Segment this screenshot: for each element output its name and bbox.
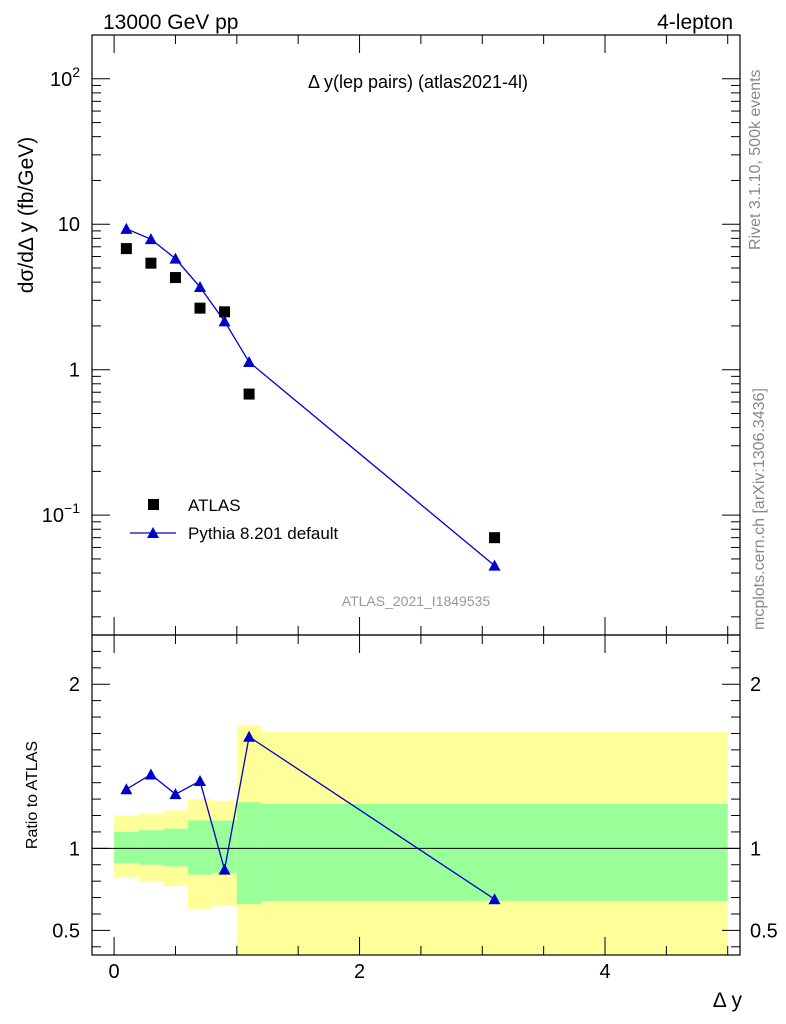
main-title: Δ y(lep pairs) (atlas2021-4l) [308, 72, 528, 92]
process-label: 4-lepton [657, 11, 733, 34]
rivet-label: Rivet 3.1.10, 500k events [747, 69, 764, 250]
main-y-tick-label: 1 [69, 360, 80, 382]
legend-data-marker [148, 499, 159, 510]
legend-data-label: ATLAS [188, 496, 241, 515]
x-axis-label: Δ y [713, 989, 743, 1012]
data-point [194, 302, 206, 314]
data-series-points [120, 243, 501, 544]
mc-point [144, 233, 157, 245]
data-point [219, 306, 231, 318]
main-y-tick-label: 102 [50, 64, 80, 91]
mc-point [120, 222, 133, 234]
inner-band [163, 828, 188, 867]
legend: ATLAS Pythia 8.201 default [130, 496, 339, 543]
main-axis-ticks [92, 34, 740, 635]
ratio-y-tick-label-left: 0.5 [52, 920, 80, 942]
main-y-tick-label: 10−1 [42, 500, 80, 527]
ratio-frame [91, 634, 741, 956]
ratio-y-tick-label-left: 2 [69, 674, 80, 696]
energy-label: 13000 GeV pp [103, 11, 238, 34]
mc-series-line [126, 228, 495, 567]
mc-series-points [120, 222, 501, 571]
ratio-axis-ticks [92, 635, 740, 955]
ratio-point [194, 775, 206, 787]
inner-band [187, 820, 213, 875]
ratio-y-tick-label-right: 1 [750, 838, 761, 860]
x-tick-labels: 0 2 4 [109, 961, 611, 983]
inner-band [236, 802, 262, 905]
ratio-point [243, 730, 256, 742]
data-point [120, 243, 132, 255]
ratio-panel: 0.5 0.5 1 1 2 2 0 2 4 Ratio to ATLAS Δ y [24, 634, 778, 1012]
mc-point [218, 315, 231, 327]
data-point [489, 532, 501, 544]
ratio-point [169, 788, 182, 800]
ratio-y-tick-labels: 0.5 0.5 1 1 2 2 [52, 674, 778, 942]
legend-mc-label: Pythia 8.201 default [188, 524, 339, 543]
main-y-tick-labels: 10−1 1 10 102 [42, 64, 80, 527]
x-tick-label: 4 [599, 961, 610, 983]
inner-band [261, 804, 728, 901]
main-y-tick-label: 10 [58, 214, 80, 236]
mc-point [169, 252, 182, 264]
data-point [243, 388, 255, 400]
data-point [169, 272, 181, 284]
ratio-point [144, 768, 157, 780]
legend-mc-marker [147, 527, 159, 538]
ratio-y-tick-label-right: 2 [750, 674, 761, 696]
inner-band [114, 831, 139, 864]
analysis-id: ATLAS_2021_I1849535 [342, 593, 491, 609]
ratio-y-axis-label: Ratio to ATLAS [24, 741, 41, 849]
mc-point [488, 559, 501, 571]
ratio-series-points [120, 730, 501, 905]
main-y-axis-label: dσ/dΔ y (fb/GeV) [15, 137, 38, 294]
x-tick-label: 0 [109, 961, 120, 983]
ratio-y-tick-label-right: 0.5 [750, 920, 778, 942]
mc-point [194, 281, 206, 293]
ratio-y-tick-label-left: 1 [69, 838, 80, 860]
ratio-point [120, 783, 133, 795]
data-point [145, 257, 157, 269]
mcplots-label: mcplots.cern.ch [arXiv:1306.3436] [751, 388, 768, 630]
ratio-point [488, 893, 501, 905]
main-frame [91, 34, 741, 636]
mc-point [243, 355, 256, 367]
ratio-point [218, 863, 231, 875]
ratio-uncertainty-bands [114, 725, 728, 955]
x-tick-label: 2 [354, 961, 365, 983]
inner-band [138, 830, 164, 865]
main-panel: 10−1 1 10 102 Δ y(lep pairs) (atlas2021-4l)… [15, 34, 741, 636]
